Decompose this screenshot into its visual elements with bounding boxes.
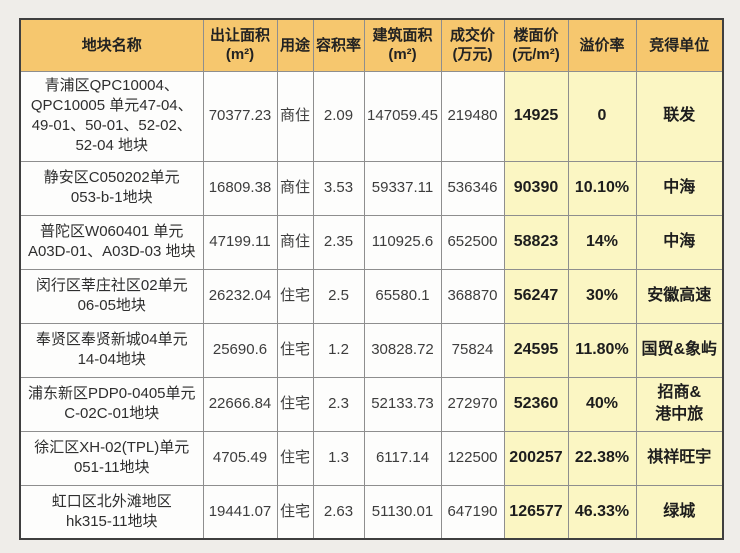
winner-cell: 国贸&象屿 [635, 322, 724, 378]
header-parcel-name: 地块名称 [19, 18, 204, 72]
parcel-name-cell: 奉贤区奉贤新城04单元 14-04地块 [19, 322, 204, 378]
premium-rate-cell: 40% [567, 376, 637, 432]
land-area-cell: 22666.84 [202, 376, 278, 432]
table-row: 普陀区W060401 单元 A03D-01、A03D-03 地块 47199.1… [19, 214, 724, 270]
deal-price-cell: 75824 [440, 322, 505, 378]
built-area-cell: 52133.73 [363, 376, 442, 432]
deal-price-cell: 647190 [440, 484, 505, 540]
header-use-type: 用途 [276, 18, 314, 72]
header-built-area: 建筑面积 (m²) [363, 18, 442, 72]
deal-price-cell: 652500 [440, 214, 505, 270]
parcel-name-cell: 虹口区北外滩地区 hk315-11地块 [19, 484, 204, 540]
premium-rate-cell: 14% [567, 214, 637, 270]
winner-cell: 绿城 [635, 484, 724, 540]
use-type-cell: 住宅 [276, 322, 314, 378]
land-area-cell: 47199.11 [202, 214, 278, 270]
premium-rate-cell: 30% [567, 268, 637, 324]
floor-price-cell: 90390 [503, 160, 569, 216]
deal-price-cell: 272970 [440, 376, 505, 432]
table-row: 奉贤区奉贤新城04单元 14-04地块 25690.6 住宅 1.2 30828… [19, 322, 724, 378]
land-area-cell: 16809.38 [202, 160, 278, 216]
land-area-cell: 25690.6 [202, 322, 278, 378]
premium-rate-cell: 11.80% [567, 322, 637, 378]
deal-price-cell: 122500 [440, 430, 505, 486]
floor-price-cell: 52360 [503, 376, 569, 432]
use-type-cell: 商住 [276, 70, 314, 162]
premium-rate-cell: 0 [567, 70, 637, 162]
winner-cell: 联发 [635, 70, 724, 162]
built-area-cell: 30828.72 [363, 322, 442, 378]
table-row: 徐汇区XH-02(TPL)单元 051-11地块 4705.49 住宅 1.3 … [19, 430, 724, 486]
table-row: 闵行区莘庄社区02单元 06-05地块 26232.04 住宅 2.5 6558… [19, 268, 724, 324]
header-winner: 竞得单位 [635, 18, 724, 72]
built-area-cell: 110925.6 [363, 214, 442, 270]
parcel-name-cell: 浦东新区PDP0-0405单元 C-02C-01地块 [19, 376, 204, 432]
deal-price-cell: 219480 [440, 70, 505, 162]
winner-cell: 中海 [635, 214, 724, 270]
land-deals-table-container: 地块名称 出让面积 (m²) 用途 容积率 建筑面积 (m²) 成交价 (万元)… [19, 18, 724, 540]
plot-ratio-cell: 2.09 [312, 70, 365, 162]
deal-price-cell: 368870 [440, 268, 505, 324]
winner-cell: 祺祥旺宇 [635, 430, 724, 486]
table-row: 青浦区QPC10004、 QPC10005 单元47-04、 49-01、50-… [19, 70, 724, 162]
use-type-cell: 住宅 [276, 376, 314, 432]
built-area-cell: 6117.14 [363, 430, 442, 486]
floor-price-cell: 126577 [503, 484, 569, 540]
premium-rate-cell: 22.38% [567, 430, 637, 486]
land-deals-table: 地块名称 出让面积 (m²) 用途 容积率 建筑面积 (m²) 成交价 (万元)… [19, 18, 724, 540]
plot-ratio-cell: 2.5 [312, 268, 365, 324]
plot-ratio-cell: 2.35 [312, 214, 365, 270]
deal-price-cell: 536346 [440, 160, 505, 216]
table-row: 虹口区北外滩地区 hk315-11地块 19441.07 住宅 2.63 511… [19, 484, 724, 540]
plot-ratio-cell: 1.2 [312, 322, 365, 378]
winner-cell: 招商& 港中旅 [635, 376, 724, 432]
parcel-name-cell: 普陀区W060401 单元 A03D-01、A03D-03 地块 [19, 214, 204, 270]
floor-price-cell: 56247 [503, 268, 569, 324]
use-type-cell: 商住 [276, 160, 314, 216]
use-type-cell: 住宅 [276, 484, 314, 540]
premium-rate-cell: 46.33% [567, 484, 637, 540]
floor-price-cell: 14925 [503, 70, 569, 162]
built-area-cell: 59337.11 [363, 160, 442, 216]
land-area-cell: 26232.04 [202, 268, 278, 324]
use-type-cell: 住宅 [276, 268, 314, 324]
land-area-cell: 19441.07 [202, 484, 278, 540]
use-type-cell: 住宅 [276, 430, 314, 486]
parcel-name-cell: 徐汇区XH-02(TPL)单元 051-11地块 [19, 430, 204, 486]
floor-price-cell: 58823 [503, 214, 569, 270]
parcel-name-cell: 闵行区莘庄社区02单元 06-05地块 [19, 268, 204, 324]
land-area-cell: 4705.49 [202, 430, 278, 486]
floor-price-cell: 24595 [503, 322, 569, 378]
use-type-cell: 商住 [276, 214, 314, 270]
header-row: 地块名称 出让面积 (m²) 用途 容积率 建筑面积 (m²) 成交价 (万元)… [19, 18, 724, 72]
header-floor-price: 楼面价 (元/m²) [503, 18, 569, 72]
winner-cell: 中海 [635, 160, 724, 216]
table-row: 浦东新区PDP0-0405单元 C-02C-01地块 22666.84 住宅 2… [19, 376, 724, 432]
floor-price-cell: 200257 [503, 430, 569, 486]
parcel-name-cell: 青浦区QPC10004、 QPC10005 单元47-04、 49-01、50-… [19, 70, 204, 162]
parcel-name-cell: 静安区C050202单元 053-b-1地块 [19, 160, 204, 216]
plot-ratio-cell: 2.63 [312, 484, 365, 540]
premium-rate-cell: 10.10% [567, 160, 637, 216]
header-land-area: 出让面积 (m²) [202, 18, 278, 72]
table-row: 静安区C050202单元 053-b-1地块 16809.38 商住 3.53 … [19, 160, 724, 216]
built-area-cell: 51130.01 [363, 484, 442, 540]
land-area-cell: 70377.23 [202, 70, 278, 162]
header-deal-price: 成交价 (万元) [440, 18, 505, 72]
built-area-cell: 147059.45 [363, 70, 442, 162]
header-plot-ratio: 容积率 [312, 18, 365, 72]
header-premium-rate: 溢价率 [567, 18, 637, 72]
built-area-cell: 65580.1 [363, 268, 442, 324]
plot-ratio-cell: 1.3 [312, 430, 365, 486]
winner-cell: 安徽高速 [635, 268, 724, 324]
plot-ratio-cell: 2.3 [312, 376, 365, 432]
plot-ratio-cell: 3.53 [312, 160, 365, 216]
